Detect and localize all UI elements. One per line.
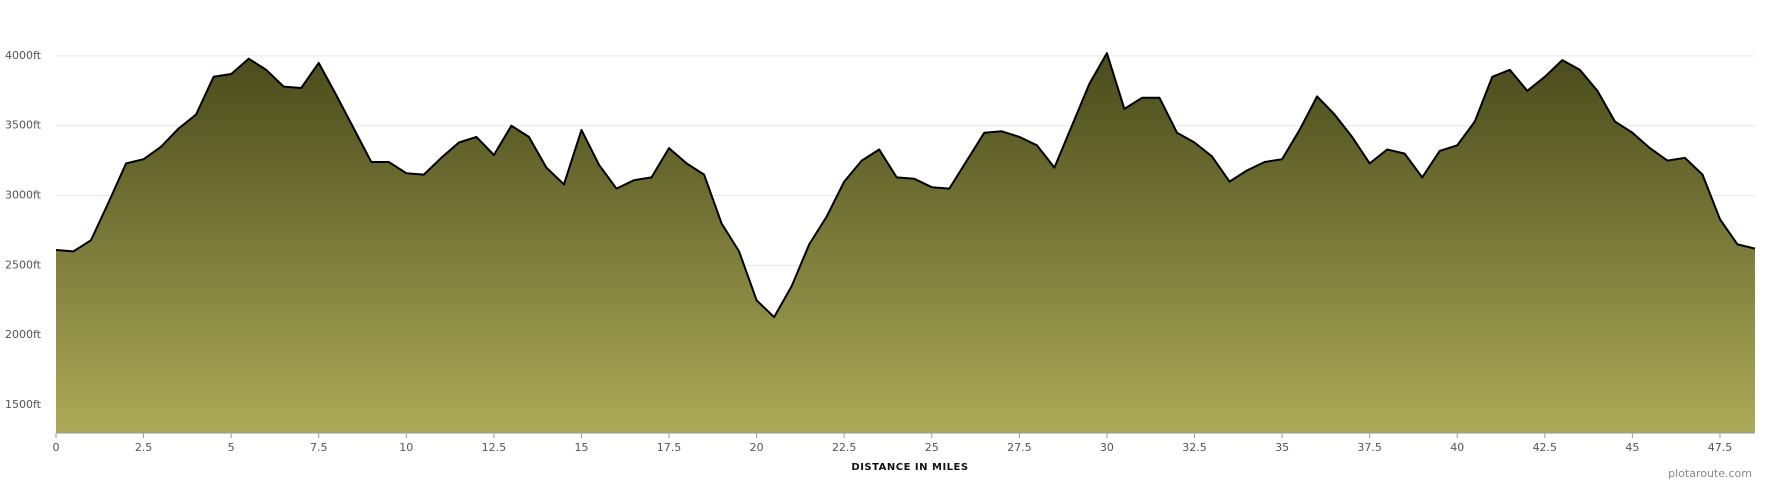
x-tick-label: 22.5: [832, 441, 857, 454]
area-fill: [56, 53, 1755, 433]
x-tick-label: 42.5: [1533, 441, 1558, 454]
x-tick-label: 17.5: [657, 441, 682, 454]
y-tick-label: 3500ft: [5, 119, 42, 132]
x-axis-title: DISTANCE IN MILES: [851, 462, 968, 473]
y-tick-label: 2000ft: [5, 328, 42, 341]
y-tick-label: 4000ft: [5, 49, 42, 62]
x-tick-label: 47.5: [1708, 441, 1733, 454]
x-tick-label: 37.5: [1357, 441, 1382, 454]
y-tick-label: 3000ft: [5, 189, 42, 202]
x-tick-label: 0: [53, 441, 60, 454]
x-tick-label: 35: [1275, 441, 1289, 454]
x-tick-label: 40: [1450, 441, 1464, 454]
x-tick-label: 15: [574, 441, 588, 454]
x-tick-label: 7.5: [310, 441, 328, 454]
y-tick-label: 1500ft: [5, 398, 42, 411]
x-tick-label: 25: [925, 441, 939, 454]
x-tick-label: 20: [750, 441, 764, 454]
x-tick-label: 32.5: [1182, 441, 1207, 454]
x-tick-label: 5: [228, 441, 235, 454]
elevation-line: [55, 52, 1756, 319]
x-tick-label: 27.5: [1007, 441, 1032, 454]
x-tick-label: 45: [1625, 441, 1639, 454]
x-tick-label: 2.5: [135, 441, 153, 454]
x-tick-label: 30: [1100, 441, 1114, 454]
x-tick-label: 12.5: [482, 441, 507, 454]
y-tick-label: 2500ft: [5, 258, 42, 271]
x-tick-label: 10: [399, 441, 413, 454]
credit: plotaroute.com: [1668, 467, 1752, 480]
